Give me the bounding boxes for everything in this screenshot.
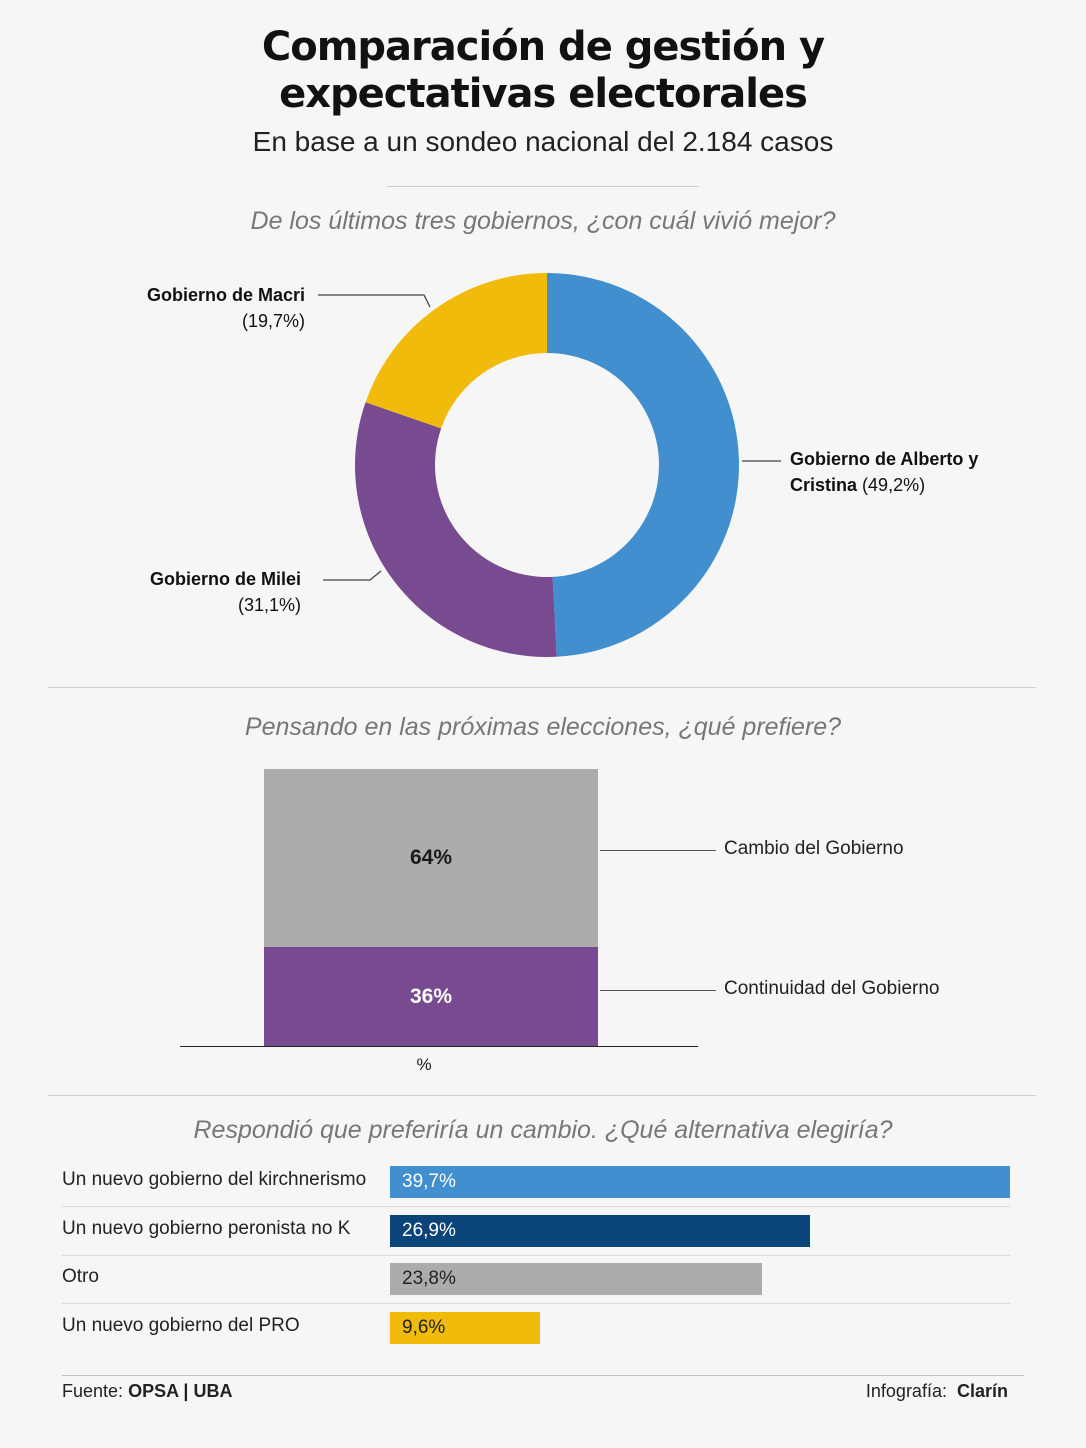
stacked-question: Pensando en las próximas elecciones, ¿qu… <box>244 713 842 741</box>
hbar-bar: 26,9% <box>390 1214 810 1247</box>
stacked-label-cambio: Cambio del Gobierno <box>724 838 904 859</box>
donut-slices <box>354 272 740 658</box>
hbar-value-label: 26,9% <box>402 1219 456 1241</box>
donut-label-milei-value: (31,1%) <box>237 595 301 615</box>
footer-credit-prefix: Infografía: <box>865 1381 947 1401</box>
page-subtitle: En base a un sondeo nacional del 2.184 c… <box>252 126 834 157</box>
stacked-segment-cambio: 64% <box>264 769 598 947</box>
stacked-segment-continuidad: 36% <box>264 947 598 1047</box>
hbar-bar: 39,7% <box>390 1166 1010 1198</box>
hbar-value-label: 9,6% <box>402 1316 446 1338</box>
donut-chart <box>318 272 781 658</box>
page-title: Comparación de gestión y expectativas el… <box>0 24 1086 118</box>
hbar-row-divider <box>62 1206 1010 1207</box>
donut-label-macri-value: (19,7%) <box>241 311 305 331</box>
hbar-row-divider <box>62 1303 1010 1304</box>
hbar-bar: 23,8% <box>390 1263 762 1295</box>
footer-credit-name: Clarín <box>956 1381 1008 1401</box>
donut-question: De los últimos tres gobiernos, ¿con cuál… <box>250 207 836 235</box>
donut-label-alberto: Gobierno de Alberto y Cristina (49,2%) <box>790 446 1000 498</box>
stacked-leader-continuidad <box>600 990 716 991</box>
hbar-value-label: 39,7% <box>402 1171 456 1192</box>
stacked-label-continuidad: Continuidad del Gobierno <box>724 978 940 999</box>
stacked-x-axis-label: % <box>416 1055 432 1074</box>
title-line-2: expectativas electorales <box>279 71 808 117</box>
header-divider <box>387 186 699 187</box>
stacked-bar: 64% 36% <box>264 769 598 1047</box>
footer-divider <box>62 1375 1024 1376</box>
donut-label-milei-name: Gobierno de Milei <box>149 569 301 589</box>
leader-line-milei <box>323 570 382 581</box>
footer-credit: Infografía: Clarín <box>866 1381 1008 1402</box>
donut-slice-0 <box>547 272 740 657</box>
hbar-category-label: Un nuevo gobierno del PRO <box>62 1314 300 1336</box>
hbar-bar: 9,6% <box>390 1311 540 1344</box>
title-line-1: Comparación de gestión y <box>261 24 825 70</box>
donut-label-milei: Gobierno de Milei (31,1%) <box>150 566 301 618</box>
footer-source-name: OPSA | UBA <box>128 1381 233 1401</box>
stacked-baseline <box>180 1046 698 1047</box>
section-divider-1 <box>48 687 1036 688</box>
stacked-value-continuidad: 36% <box>409 985 453 1008</box>
hbar-category-label: Otro <box>62 1266 99 1287</box>
hbar-category-label: Un nuevo gobierno del kirchnerismo <box>62 1169 367 1190</box>
hbar-category-label: Un nuevo gobierno peronista no K <box>62 1217 351 1239</box>
footer-source: Fuente: OPSA | UBA <box>62 1381 232 1402</box>
stacked-leader-cambio <box>600 850 716 851</box>
donut-label-alberto-name: Gobierno de Alberto y Cristina <box>790 449 979 495</box>
leader-line-macri <box>318 294 431 308</box>
donut-label-alberto-value: (49,2%) <box>862 475 926 495</box>
hbar-question: Respondió que preferiría un cambio. ¿Qué… <box>193 1116 893 1144</box>
footer-source-prefix: Fuente: <box>62 1381 124 1401</box>
donut-label-macri-name: Gobierno de Macri <box>146 285 305 305</box>
hbar-value-label: 23,8% <box>402 1268 456 1289</box>
donut-slice-2 <box>365 273 547 429</box>
hbar-row-divider <box>62 1254 1010 1256</box>
stacked-value-cambio: 64% <box>409 846 453 869</box>
donut-slice-1 <box>354 402 557 658</box>
donut-label-macri: Gobierno de Macri (19,7%) <box>147 282 305 334</box>
section-divider-2 <box>48 1095 1036 1096</box>
